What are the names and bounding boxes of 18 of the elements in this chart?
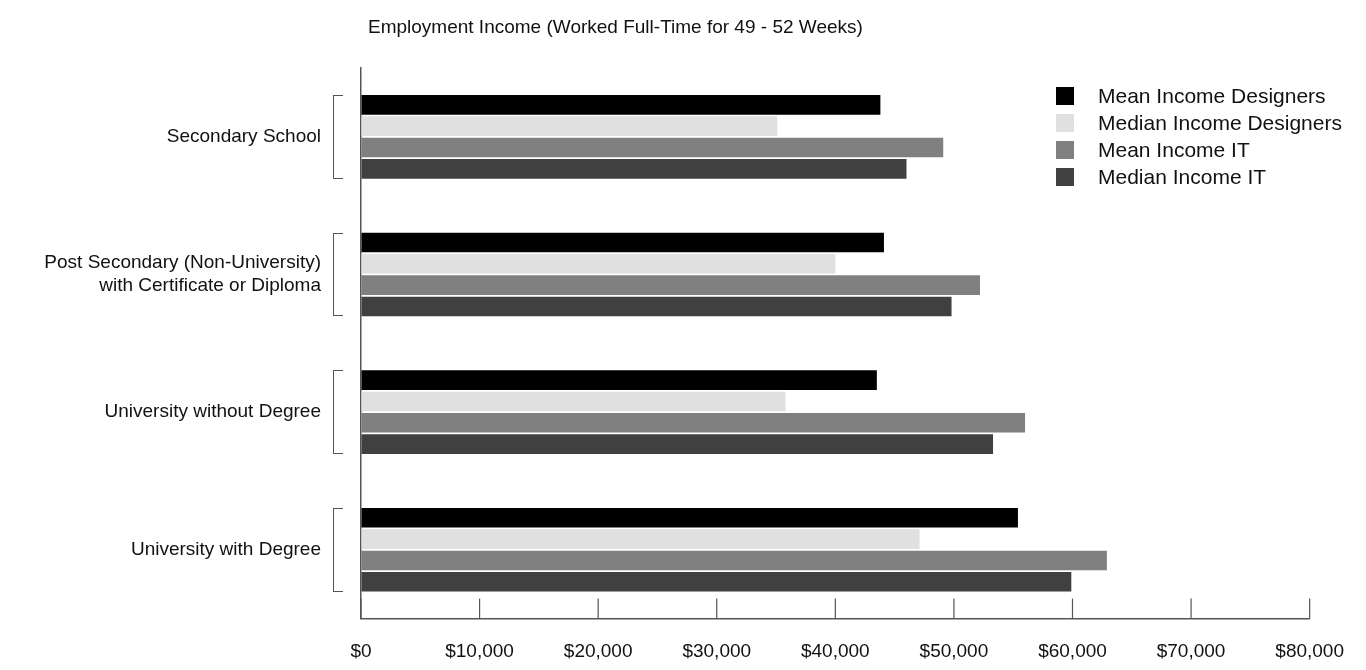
y-tick-label: University without Degree [104,400,321,422]
x-tick-label: $70,000 [1156,640,1226,662]
y-tick-label: University with Degree [130,538,321,560]
x-tick-label: $40,000 [800,640,870,662]
legend-label: Median Income IT [1098,164,1267,189]
x-tick-label: $50,000 [919,640,989,662]
chart-title: Employment Income (Worked Full-Time for 49 - 52 Weeks) [368,16,863,38]
legend-label: Mean Income Designers [1098,83,1326,108]
x-tick-label: $80,000 [1275,640,1344,662]
x-tick-label: $30,000 [682,640,752,662]
y-tick-label: Secondary School [166,125,321,147]
x-tick-label: $60,000 [1038,640,1107,662]
legend-label: Mean Income IT [1098,137,1250,162]
legend-label: Median Income Designers [1098,110,1342,135]
x-tick-label: $10,000 [445,640,514,662]
y-tick-label: Post Secondary (Non-University) with Certificate or Diploma [44,251,322,296]
x-tick-label: $0 [350,640,372,662]
x-tick-label: $20,000 [563,640,633,662]
